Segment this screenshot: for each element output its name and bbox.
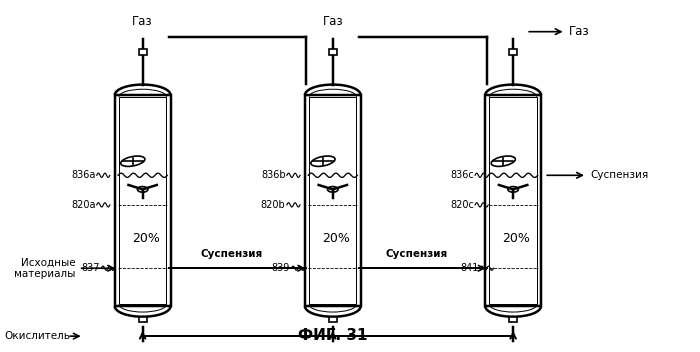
Text: Газ: Газ xyxy=(132,15,153,28)
Text: Суспензия: Суспензия xyxy=(200,250,262,259)
Text: Газ: Газ xyxy=(569,25,589,38)
Text: Окислитель: Окислитель xyxy=(4,331,71,341)
Text: 820a: 820a xyxy=(71,200,95,210)
Text: Суспензия: Суспензия xyxy=(385,250,447,259)
Bar xyxy=(309,97,356,304)
Bar xyxy=(139,49,146,55)
Text: 820c: 820c xyxy=(450,200,474,210)
Text: 20%: 20% xyxy=(503,232,531,245)
Text: Газ: Газ xyxy=(323,15,343,28)
Text: 20%: 20% xyxy=(132,232,160,245)
Text: 841: 841 xyxy=(461,263,479,273)
Text: 839: 839 xyxy=(272,263,290,273)
Text: 20%: 20% xyxy=(322,232,350,245)
Bar xyxy=(509,49,517,55)
Bar xyxy=(305,95,360,306)
Bar xyxy=(509,317,517,322)
Text: 836c: 836c xyxy=(450,170,474,180)
Bar xyxy=(119,97,167,304)
Bar xyxy=(139,317,146,322)
Bar xyxy=(115,95,171,306)
Text: 837: 837 xyxy=(81,263,100,273)
Text: 820b: 820b xyxy=(261,200,286,210)
Text: Исходные
материалы: Исходные материалы xyxy=(14,257,76,279)
Text: 836b: 836b xyxy=(261,170,286,180)
Bar xyxy=(329,49,337,55)
Bar xyxy=(489,97,537,304)
Bar xyxy=(329,317,337,322)
Text: ФИГ. 31: ФИГ. 31 xyxy=(298,328,368,343)
Text: Суспензия: Суспензия xyxy=(590,170,648,180)
Bar xyxy=(485,95,541,306)
Text: 836a: 836a xyxy=(71,170,95,180)
